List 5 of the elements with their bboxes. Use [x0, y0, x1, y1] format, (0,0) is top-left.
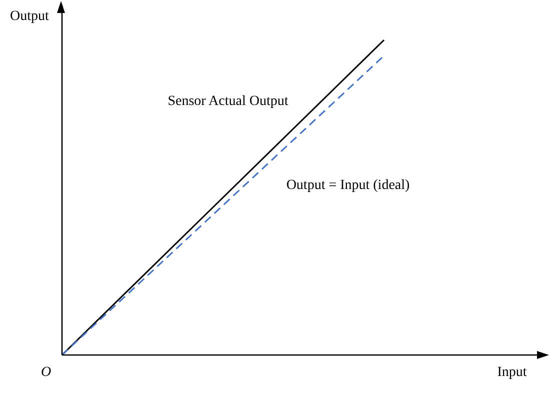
y-axis-title: Output: [10, 9, 49, 24]
text: O: [40, 365, 52, 380]
x-axis-title: Input: [497, 365, 527, 380]
series-label: Output = Input (ideal): [286, 178, 410, 193]
series-label: Sensor Actual Output: [168, 94, 288, 109]
